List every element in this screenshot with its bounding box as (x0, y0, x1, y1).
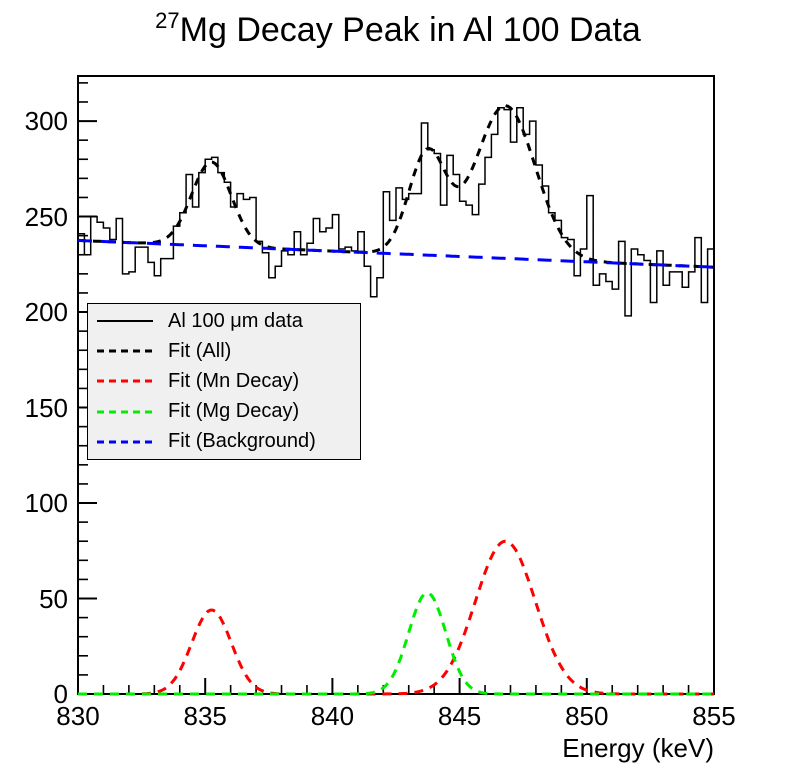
x-tick-label: 835 (183, 701, 227, 731)
y-tick-label: 100 (24, 488, 68, 519)
legend-label: Fit (Background) (168, 430, 316, 453)
title-text: Mg Decay Peak in Al 100 Data (179, 11, 641, 49)
x-tick-label: 850 (565, 701, 609, 731)
plot-frame (77, 75, 715, 695)
histogram-data-line (78, 106, 714, 317)
fit-background-curve (77, 238, 715, 269)
legend-item-2: Fit (Mn Decay) (88, 367, 360, 395)
x-tick-label: 830 (56, 701, 100, 731)
legend-item-4: Fit (Background) (88, 428, 360, 456)
y-tick-label: 0 (53, 679, 68, 709)
x-tick-label: 855 (692, 701, 736, 731)
x-tick-label: 845 (437, 701, 482, 731)
legend-sample-line (97, 440, 153, 444)
legend-box: Al 100 μm data Fit (All) Fit (Mn Decay) Fit… (87, 303, 361, 460)
x-tick-label: 840 (310, 701, 355, 731)
legend-item-1: Fit (All) (88, 337, 360, 365)
y-tick-label: 50 (39, 583, 68, 614)
fit-mg-decay-curve (78, 591, 714, 696)
y-tick-label: 300 (24, 106, 68, 137)
legend-sample-line (97, 410, 153, 414)
legend-sample-line (97, 349, 153, 353)
y-tick-label: 200 (24, 297, 68, 328)
plot-title: 27Mg Decay Peak in Al 100 Data (0, 8, 796, 50)
x-axis-title: Energy (keV) (562, 733, 714, 763)
y-tick-label: 150 (24, 392, 68, 423)
legend-label: Fit (Mn Decay) (168, 369, 300, 392)
legend-sample-line (97, 379, 153, 383)
y-tick-label: 250 (24, 201, 68, 232)
legend-label: Al 100 μm data (168, 309, 303, 332)
legend-sample-line (97, 320, 153, 323)
legend-item-3: Fit (Mg Decay) (88, 398, 360, 426)
legend-label: Fit (Mg Decay) (168, 400, 300, 423)
title-superscript: 27 (155, 8, 180, 33)
legend-item-0: Al 100 μm data (88, 307, 360, 335)
legend-label: Fit (All) (168, 339, 232, 362)
